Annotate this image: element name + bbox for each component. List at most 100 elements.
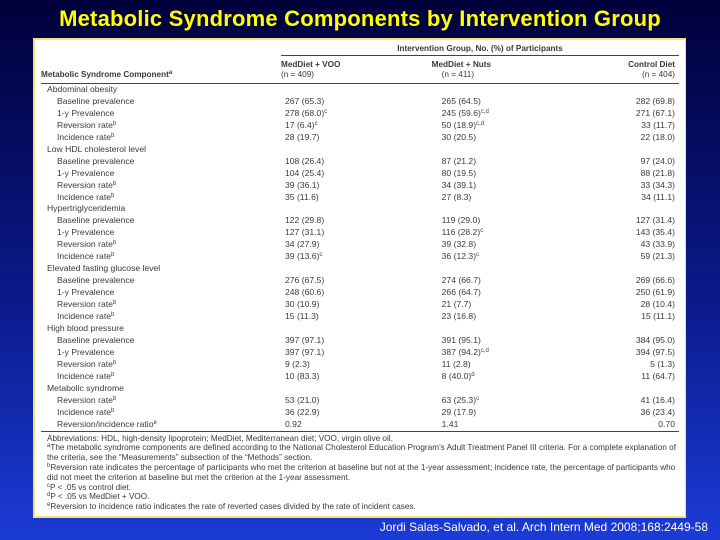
cell-medit-voo: 30 (10.9) (285, 299, 320, 310)
cell-medit-voo: 34 (27.9) (285, 239, 320, 250)
cell-medit-nuts: 63 (25.3)c (441, 394, 480, 405)
table-row: Incidence rateb 28 (19.7) 30 (20.5) 22 (18.… (41, 132, 679, 144)
component-header: Metabolic Syndrome Componenta (41, 55, 281, 84)
cell-medit-voo: 53 (21.0) (285, 394, 320, 405)
cell-medit-nuts: 274 (66.7) (441, 275, 481, 286)
cell-control-diet: 36 (23.4) (640, 406, 675, 417)
table-row: Incidence rateb 39 (13.6)c 36 (12.3)c 59 (2… (41, 251, 679, 263)
column-header-nuts: MedDiet + Nuts (n = 411) (413, 55, 547, 84)
table-row: Incidence rateb 36 (22.9) 29 (17.9) 36 (23.… (41, 407, 679, 419)
row-label: Reversion rateb (57, 299, 117, 310)
cell-control-diet: 5 (1.3) (650, 358, 675, 369)
cell-control-diet: 250 (61.9) (635, 287, 675, 298)
cell-control-diet: 394 (97.5) (635, 346, 675, 357)
table-row: 1-y Prevalence 104 (25.4) 80 (19.5) 88 (21.… (41, 168, 679, 180)
row-label: Baseline prevalence (57, 155, 135, 166)
row-label: Reversion rateb (57, 179, 117, 190)
cell-medit-nuts: 80 (19.5) (441, 167, 477, 178)
slide-title: Metabolic Syndrome Components by Interve… (59, 6, 661, 31)
cell-medit-nuts: 8 (40.0)d (441, 370, 475, 381)
cell-medit-nuts: 266 (64.7) (441, 287, 481, 298)
row-label: 1-y Prevalence (57, 287, 115, 298)
cell-control-diet: 384 (95.0) (635, 334, 675, 345)
cell-medit-voo: 278 (68.0)c (285, 107, 328, 118)
table-row: Baseline prevalence 122 (29.8) 119 (29.0) 1… (41, 215, 679, 227)
cell-control-diet: 0.70 (546, 418, 679, 432)
cell-medit-nuts: 116 (28.2)c (441, 227, 484, 238)
section-row: Low HDL cholesterol level (41, 144, 679, 156)
table-footnotes: Abbreviations: HDL, high-density lipopro… (41, 434, 679, 512)
table-row: Reversion/incidence ratioe 0.92 1.41 0.70 (41, 418, 679, 432)
footnote-b: bReversion rate indicates the percentage… (47, 462, 676, 482)
cell-control-diet: 15 (11.1) (641, 311, 675, 322)
row-label: Incidence rateb (57, 406, 115, 417)
row-label: Incidence rateb (57, 191, 115, 202)
cell-medit-nuts: 50 (18.9)c,d (441, 119, 485, 130)
cell-control-diet: 22 (18.0) (640, 131, 675, 142)
table-row: Reversion rateb 17 (6.4)c 50 (18.9)c,d 33 (… (41, 120, 679, 132)
table-row: Baseline prevalence 267 (65.3) 265 (64.5) 2… (41, 96, 679, 108)
cell-control-diet: 88 (21.8) (640, 167, 675, 178)
table-row: Reversion rateb 53 (21.0) 63 (25.3)c 41 (16… (41, 395, 679, 407)
cell-medit-voo: 17 (6.4)c (285, 119, 318, 130)
row-label: Baseline prevalence (57, 334, 135, 345)
cell-medit-voo: 267 (65.3) (285, 95, 325, 106)
table-row: 1-y Prevalence 397 (97.1) 387 (94.2)c,d 394… (41, 347, 679, 359)
row-label: Incidence rateb (57, 370, 115, 381)
row-label: 1-y Prevalence (57, 227, 115, 238)
table-row: 1-y Prevalence 248 (60.6) 266 (64.7) 250 (6… (41, 287, 679, 299)
cell-medit-voo: 248 (60.6) (285, 287, 325, 298)
column-header-control: Control Diet (n = 404) (546, 55, 679, 84)
cell-medit-voo: 10 (83.3) (285, 370, 320, 381)
cell-control-diet: 33 (34.3) (640, 179, 675, 190)
group-header: Intervention Group, No. (%) of Participa… (281, 40, 679, 56)
cell-medit-voo: 104 (25.4) (285, 167, 325, 178)
cell-medit-voo: 39 (13.6)c (285, 251, 323, 262)
cell-control-diet: 97 (24.0) (640, 155, 675, 166)
cell-medit-nuts: 29 (17.9) (441, 406, 477, 417)
row-label: Incidence rateb (57, 311, 115, 322)
metabolic-syndrome-table: Intervention Group, No. (%) of Participa… (41, 40, 679, 432)
cell-control-diet: 282 (69.8) (635, 95, 675, 106)
table-row: Baseline prevalence 397 (97.1) 391 (95.1) 3… (41, 335, 679, 347)
cell-medit-nuts: 34 (39.1) (441, 179, 477, 190)
table-row: Reversion rateb 39 (36.1) 34 (39.1) 33 (34.… (41, 180, 679, 192)
table-row: Baseline prevalence 276 (67.5) 274 (66.7) 2… (41, 275, 679, 287)
row-label: 1-y Prevalence (57, 167, 115, 178)
row-label: Baseline prevalence (57, 215, 135, 226)
section-label: Elevated fasting glucose level (47, 263, 161, 274)
footnote-c: cP < .05 vs control diet. (47, 482, 132, 492)
footnote-e: eReversion to incidence ratio indicates … (47, 502, 416, 512)
section-row: Metabolic syndrome (41, 383, 679, 395)
cell-medit-voo: 0.92 (281, 418, 414, 432)
citation: Jordi Salas-Salvado, et al. Arch Intern … (379, 520, 708, 534)
section-label: High blood pressure (47, 323, 124, 334)
section-label: Hypertriglyceridemia (47, 203, 126, 214)
cell-medit-nuts: 30 (20.5) (441, 131, 477, 142)
section-row: Elevated fasting glucose level (41, 263, 679, 275)
footnote-a: aThe metabolic syndrome components are d… (47, 443, 676, 463)
cell-medit-nuts: 1.41 (413, 418, 547, 432)
cell-control-diet: 127 (31.4) (635, 215, 675, 226)
cell-control-diet: 271 (67.1) (635, 107, 675, 118)
row-label: Reversion rateb (57, 239, 117, 250)
cell-medit-voo: 28 (19.7) (285, 131, 320, 142)
row-label: Incidence rateb (57, 251, 115, 262)
cell-medit-voo: 39 (36.1) (285, 179, 320, 190)
table-row: Incidence rateb 35 (11.6) 27 (8.3) 34 (11.1… (41, 192, 679, 204)
cell-control-diet: 28 (10.4) (640, 299, 675, 310)
cell-control-diet: 143 (35.4) (635, 227, 675, 238)
cell-medit-nuts: 387 (94.2)c,d (441, 346, 489, 357)
row-label: Baseline prevalence (57, 275, 135, 286)
cell-medit-voo: 397 (97.1) (285, 346, 325, 357)
section-row: High blood pressure (41, 323, 679, 335)
cell-medit-nuts: 245 (59.6)c,d (441, 107, 489, 118)
cell-medit-voo: 15 (11.3) (285, 311, 319, 322)
section-row: Abdominal obesity (41, 83, 679, 95)
table-body: Abdominal obesity Baseline prevalence 267 … (41, 83, 679, 432)
cell-medit-nuts: 391 (95.1) (441, 334, 481, 345)
cell-medit-nuts: 265 (64.5) (441, 95, 481, 106)
cell-medit-nuts: 87 (21.2) (441, 155, 477, 166)
cell-medit-nuts: 23 (16.8) (441, 311, 477, 322)
table-row: 1-y Prevalence 127 (31.1) 116 (28.2)c 143 (… (41, 227, 679, 239)
